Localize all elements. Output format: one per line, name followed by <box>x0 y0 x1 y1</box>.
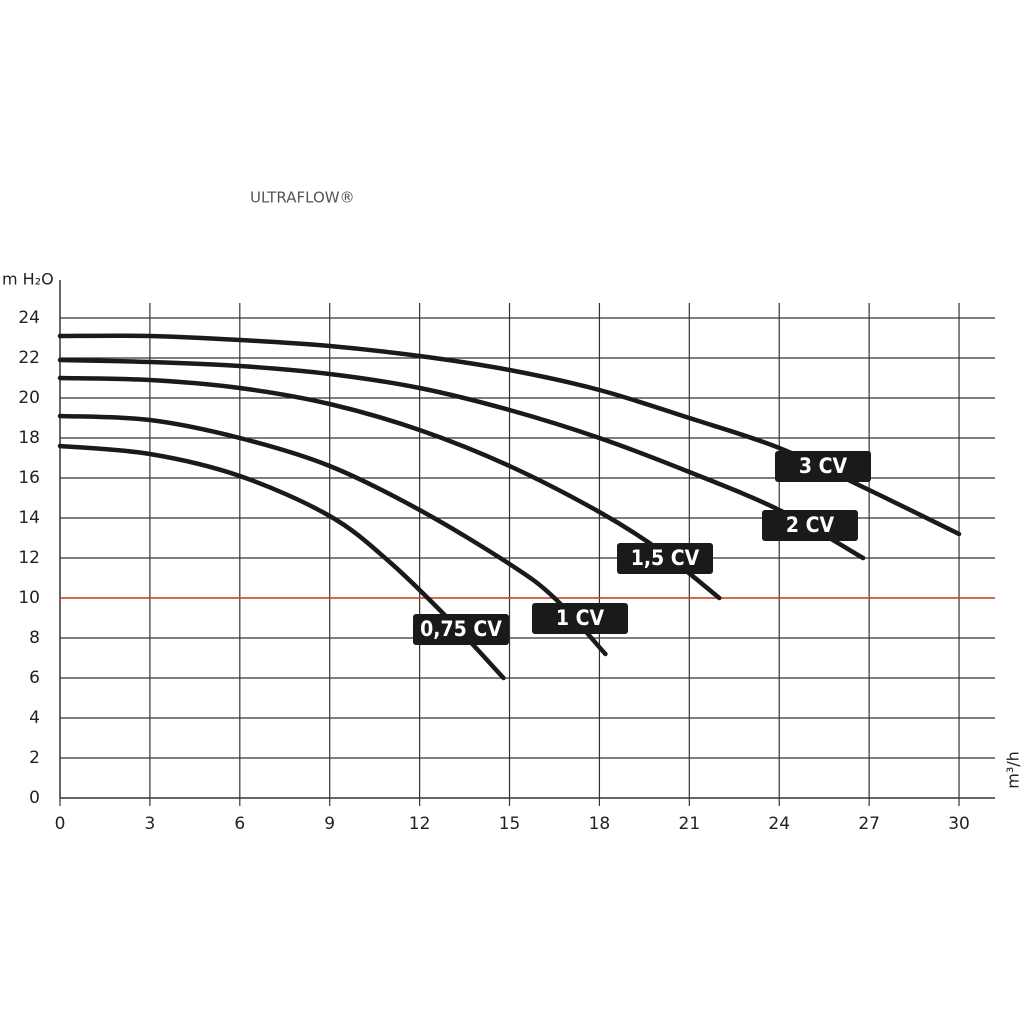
x-tick-label: 21 <box>679 814 701 834</box>
x-tick-label: 6 <box>234 814 245 834</box>
series-label-box <box>762 510 858 541</box>
series-label: 3 CV <box>799 454 848 478</box>
y-tick-label: 16 <box>18 468 40 488</box>
y-tick-label: 6 <box>29 668 40 688</box>
y-tick-label: 0 <box>29 788 40 808</box>
y-tick-label: 22 <box>18 348 40 368</box>
x-tick-label: 0 <box>55 814 66 834</box>
series-label-box <box>775 451 871 482</box>
curve <box>57 413 608 657</box>
chart-title: ULTRAFLOW® <box>250 189 355 207</box>
x-tick-label: 24 <box>768 814 790 834</box>
series-label-box <box>532 603 628 634</box>
series-label-box <box>617 543 713 574</box>
curve <box>57 357 866 561</box>
y-tick-label: 2 <box>29 748 40 768</box>
x-tick-label: 3 <box>144 814 155 834</box>
y-tick-label: 24 <box>18 308 40 328</box>
y-tick-label: 8 <box>29 628 40 648</box>
series-label: 0,75 CV <box>420 617 502 641</box>
x-axis-label: m³/h <box>1004 751 1023 789</box>
curve <box>57 375 722 601</box>
y-tick-label: 14 <box>18 508 40 528</box>
x-tick-label: 27 <box>858 814 880 834</box>
x-tick-label: 30 <box>948 814 970 834</box>
series-label: 1 CV <box>556 606 605 630</box>
x-tick-label: 9 <box>324 814 335 834</box>
y-tick-label: 4 <box>29 708 40 728</box>
x-tick-label: 15 <box>499 814 521 834</box>
series-label: 1,5 CV <box>631 546 700 570</box>
series-label: 2 CV <box>786 513 835 537</box>
y-tick-label: 12 <box>18 548 40 568</box>
series-label-box <box>413 614 509 645</box>
y-tick-label: 18 <box>18 428 40 448</box>
y-tick-label: 10 <box>18 588 40 608</box>
y-axis-label: m H₂O <box>2 270 54 289</box>
y-tick-label: 20 <box>18 388 40 408</box>
x-tick-label: 18 <box>589 814 611 834</box>
x-tick-label: 12 <box>409 814 431 834</box>
